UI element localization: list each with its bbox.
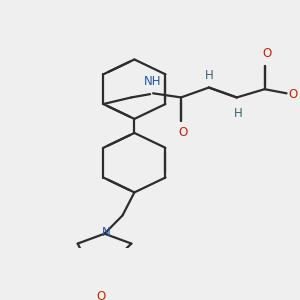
Text: NH: NH [144,75,162,88]
Text: N: N [102,226,111,239]
Text: O: O [289,88,298,101]
Text: H: H [205,69,213,82]
Text: O: O [178,126,188,139]
Text: O: O [96,290,105,300]
Text: H: H [234,107,243,120]
Text: O: O [262,47,271,60]
